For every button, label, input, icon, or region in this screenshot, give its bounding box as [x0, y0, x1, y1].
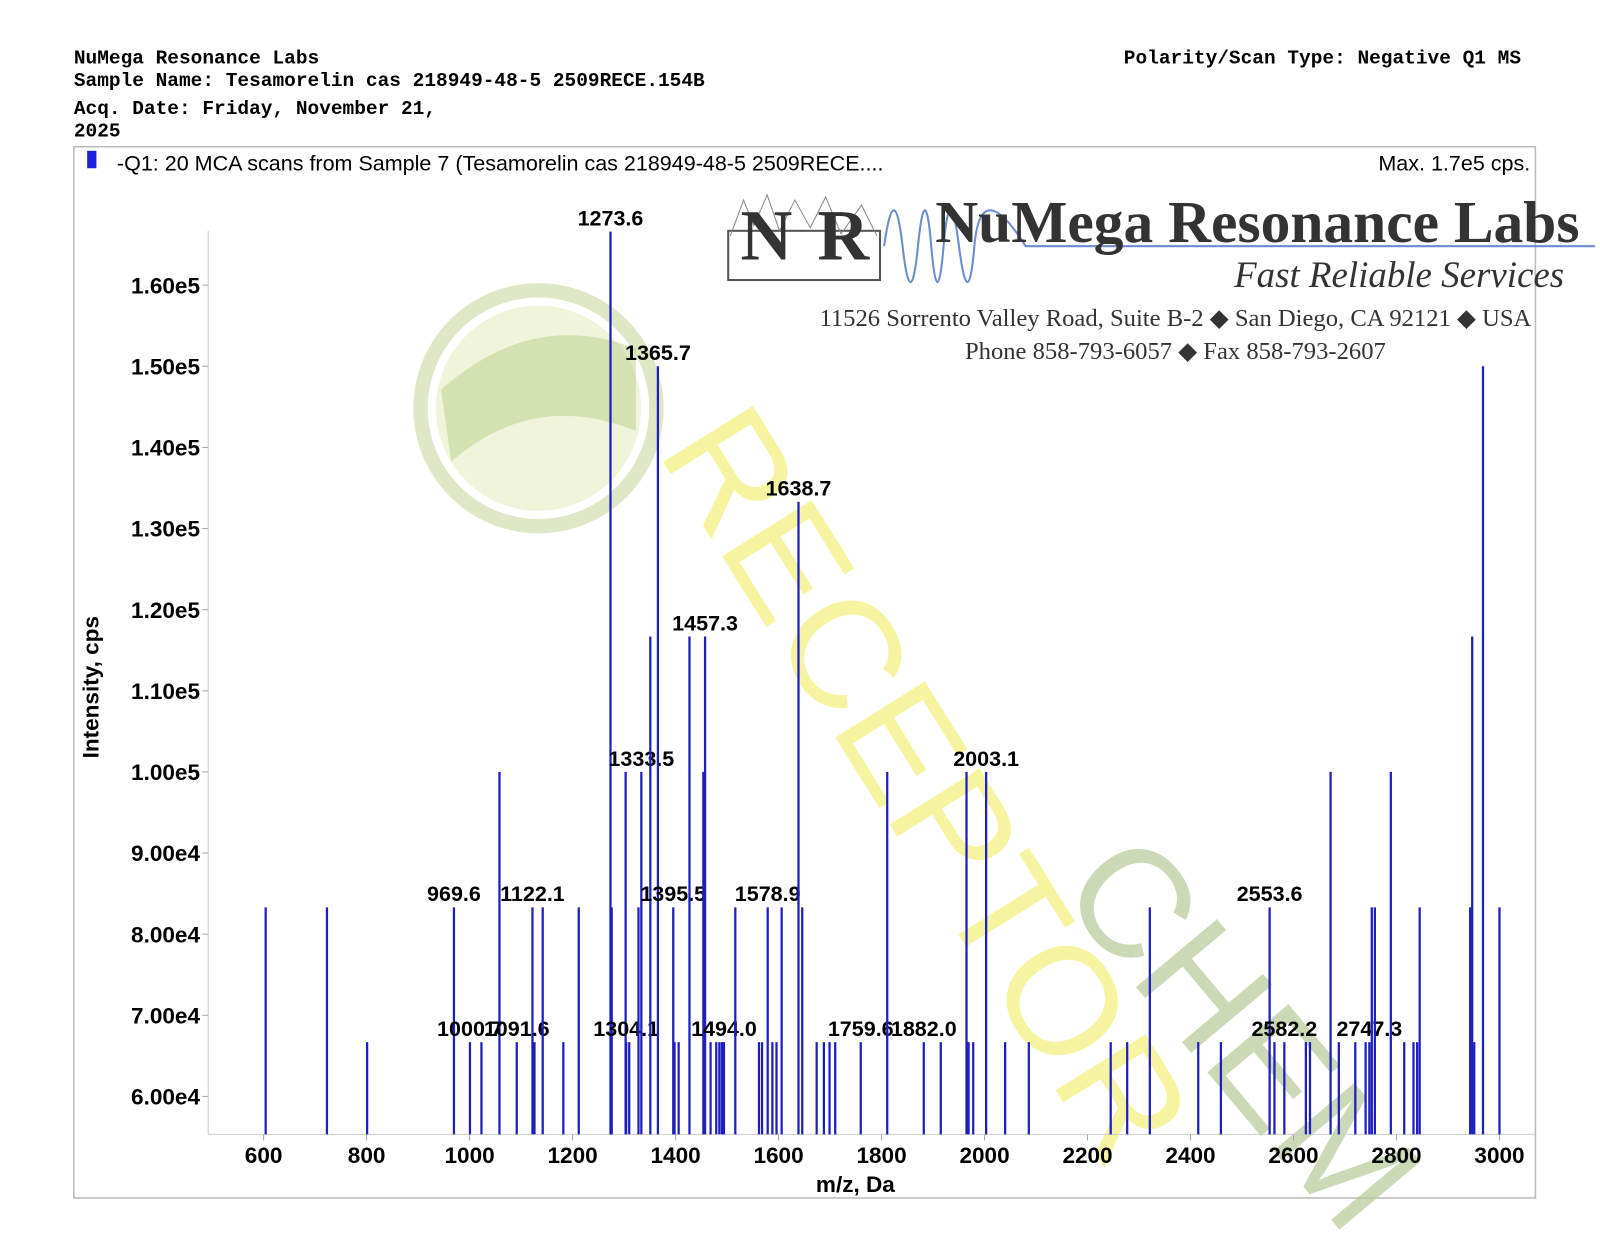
y-tick-label: 1.30e5 — [131, 517, 200, 542]
x-tick-label: 1200 — [547, 1143, 597, 1168]
x-tick-label: 1600 — [753, 1143, 803, 1168]
y-tick-label: 1.00e5 — [131, 760, 200, 785]
x-tick-label: 2000 — [959, 1143, 1009, 1168]
header-line: NuMega Resonance Labs — [74, 48, 319, 70]
peak-label: 2582.2 — [1251, 1017, 1317, 1041]
x-tick-label: 1400 — [650, 1143, 700, 1168]
logo-slogan: Fast Reliable Services — [1233, 254, 1564, 295]
peak-label: 969.6 — [427, 882, 481, 906]
watermark — [413, 283, 664, 534]
peak-label: 1122.1 — [500, 882, 565, 906]
peak-label: 1365.7 — [625, 341, 691, 365]
x-tick-label: 1800 — [856, 1143, 906, 1168]
header-line: Sample Name: Tesamorelin cas 218949-48-5… — [74, 70, 705, 92]
x-tick-label: 2800 — [1371, 1143, 1421, 1168]
peak-label: 1457.3 — [672, 611, 738, 635]
x-tick-label: 2200 — [1062, 1143, 1112, 1168]
x-tick-label: 2400 — [1165, 1143, 1215, 1168]
peak-label: 2747.3 — [1336, 1017, 1402, 1041]
peak-label: 1000.7 — [437, 1017, 503, 1041]
watermark-ring — [413, 283, 664, 534]
watermark-leaf — [441, 335, 636, 462]
header-line: 2025 — [74, 120, 121, 142]
logo-box — [727, 229, 882, 282]
y-tick-label: 9.00e4 — [131, 841, 200, 866]
y-tick-label: 7.00e4 — [131, 1004, 200, 1029]
y-axis-title: Intensity, cps — [78, 616, 103, 758]
x-tick-label: 2600 — [1268, 1143, 1318, 1168]
y-tick-label: 6.00e4 — [131, 1085, 200, 1110]
x-tick-label: 1000 — [445, 1143, 495, 1168]
logo-address: 11526 Sorrento Valley Road, Suite B-2 ◆ … — [819, 305, 1531, 332]
logo-initial: N — [741, 196, 793, 276]
x-tick-label: 3000 — [1474, 1143, 1524, 1168]
y-tick-label: 1.40e5 — [131, 436, 200, 461]
peak-label: 1273.6 — [578, 206, 644, 230]
y-tick-label: 1.20e5 — [131, 598, 200, 623]
legend-text: -Q1: 20 MCA scans from Sample 7 (Tesamor… — [117, 151, 884, 175]
logo: N R NuMega Resonance Labs Fast Reliable … — [727, 189, 1595, 365]
x-tick-label: 800 — [348, 1143, 386, 1168]
y-tick-label: 1.50e5 — [131, 354, 200, 379]
x-axis-title: m/z, Da — [816, 1172, 895, 1197]
peak-label: 2003.1 — [953, 747, 1019, 771]
peak-label: 1578.9 — [735, 882, 801, 906]
legend-swatch — [87, 150, 97, 169]
y-tick-label: 8.00e4 — [131, 922, 200, 947]
logo-name: NuMega Resonance Labs — [935, 189, 1579, 255]
peak-label: 1333.5 — [608, 747, 674, 771]
header-line: Acq. Date: Friday, November 21, — [74, 98, 436, 120]
logo-initial: R — [817, 196, 870, 276]
watermark-text: RECEPTOR — [628, 378, 1225, 1192]
x-tick-label: 600 — [245, 1143, 283, 1168]
y-tick-label: 1.60e5 — [131, 273, 200, 298]
y-tick-label: 1.10e5 — [131, 679, 200, 704]
peak-label: 1494.0 — [691, 1017, 757, 1041]
peak-label: 1304.1 — [593, 1017, 659, 1041]
peak-label: 1638.7 — [766, 477, 832, 501]
peak-label: 2553.6 — [1237, 882, 1303, 906]
frame — [73, 145, 1537, 1199]
logo-phone: Phone 858-793-6057 ◆ Fax 858-793-2607 — [965, 338, 1386, 365]
peak-label: 1395.5 — [640, 882, 706, 906]
peak-label: 1091.6 — [484, 1017, 550, 1041]
polarity: Polarity/Scan Type: Negative Q1 MS — [1124, 48, 1522, 70]
max-intensity: Max. 1.7e5 cps. — [1378, 151, 1530, 175]
peak-label: 1882.0 — [891, 1017, 957, 1041]
logo-wave — [883, 209, 1595, 283]
logo-trace — [729, 193, 878, 237]
peak-label: 1759.6 — [828, 1017, 894, 1041]
